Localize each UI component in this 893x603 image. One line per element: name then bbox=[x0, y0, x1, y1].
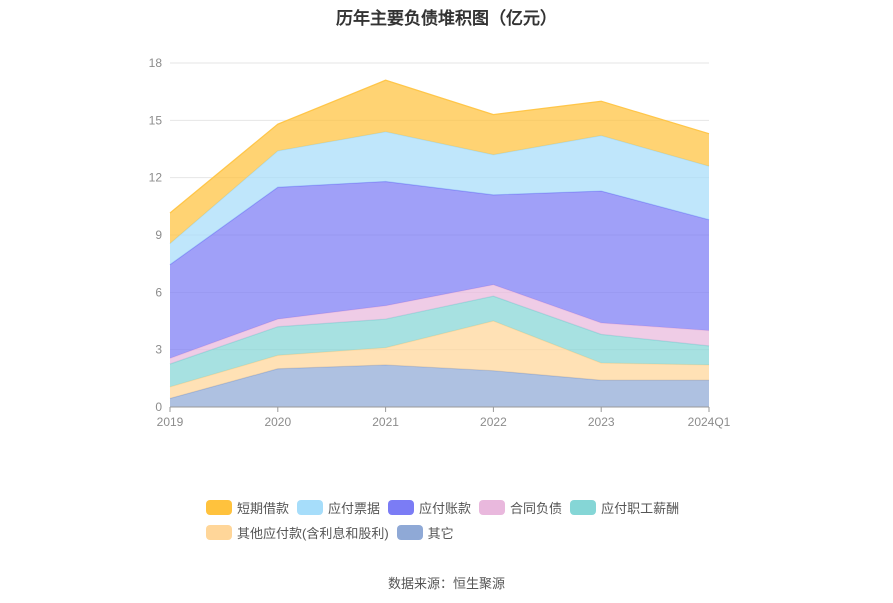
legend-label: 应付票据 bbox=[328, 501, 381, 516]
legend-swatch bbox=[479, 500, 506, 515]
x-tick-label: 2022 bbox=[480, 415, 507, 429]
legend-label: 短期借款 bbox=[237, 501, 290, 516]
area-series bbox=[170, 321, 709, 399]
legend-label: 应付账款 bbox=[419, 501, 472, 516]
legend-swatch bbox=[297, 500, 324, 515]
legend-item[interactable]: 应付账款 bbox=[388, 498, 471, 517]
y-tick-label: 12 bbox=[149, 171, 163, 185]
legend-label: 合同负债 bbox=[510, 501, 563, 516]
legend-item[interactable]: 短期借款 bbox=[206, 498, 289, 517]
legend-item[interactable]: 应付职工薪酬 bbox=[570, 498, 679, 517]
legend-item[interactable]: 合同负债 bbox=[479, 498, 562, 517]
area-series bbox=[170, 131, 709, 265]
legend-item[interactable]: 应付票据 bbox=[297, 498, 380, 517]
legend-swatch bbox=[206, 525, 232, 540]
y-tick-label: 0 bbox=[155, 400, 162, 414]
legend-row: 短期借款 应付票据 应付账款 合同负债 应付职工薪酬 bbox=[206, 495, 726, 520]
area-series bbox=[170, 296, 709, 387]
x-tick-label: 2024Q1 bbox=[688, 415, 731, 429]
series-line bbox=[169, 79, 710, 214]
data-source: 数据来源：恒生聚源 bbox=[387, 576, 505, 591]
area-series bbox=[170, 284, 709, 364]
chart-legend: 短期借款 应付票据 应付账款 合同负债 应付职工薪酬其他应付款(含利息和股利) 其它 bbox=[206, 495, 726, 545]
y-tick-label: 3 bbox=[155, 343, 162, 357]
legend-swatch bbox=[570, 500, 597, 515]
x-tick-label: 2023 bbox=[588, 415, 615, 429]
x-tick-label: 2020 bbox=[264, 415, 291, 429]
legend-label: 其它 bbox=[427, 526, 454, 541]
y-tick-label: 18 bbox=[149, 56, 163, 70]
y-tick-label: 15 bbox=[149, 113, 163, 127]
area-series bbox=[170, 80, 709, 244]
legend-swatch bbox=[206, 500, 232, 515]
x-tick-label: 2019 bbox=[157, 415, 184, 429]
legend-swatch bbox=[396, 525, 423, 540]
legend-row: 其他应付款(含利息和股利) 其它 bbox=[206, 520, 726, 545]
area-series bbox=[170, 181, 709, 359]
legend-swatch bbox=[388, 500, 415, 515]
chart-title: 历年主要负债堆积图（亿元） bbox=[336, 9, 557, 28]
legend-item[interactable]: 其它 bbox=[396, 523, 454, 542]
legend-label: 其他应付款(含利息和股利) bbox=[237, 526, 389, 541]
legend-label: 应付职工薪酬 bbox=[601, 501, 680, 516]
area-series bbox=[170, 364, 709, 407]
y-tick-label: 9 bbox=[155, 228, 162, 242]
y-tick-label: 6 bbox=[155, 285, 162, 299]
x-tick-label: 2021 bbox=[372, 415, 399, 429]
legend-item[interactable]: 其他应付款(含利息和股利) bbox=[206, 523, 389, 542]
